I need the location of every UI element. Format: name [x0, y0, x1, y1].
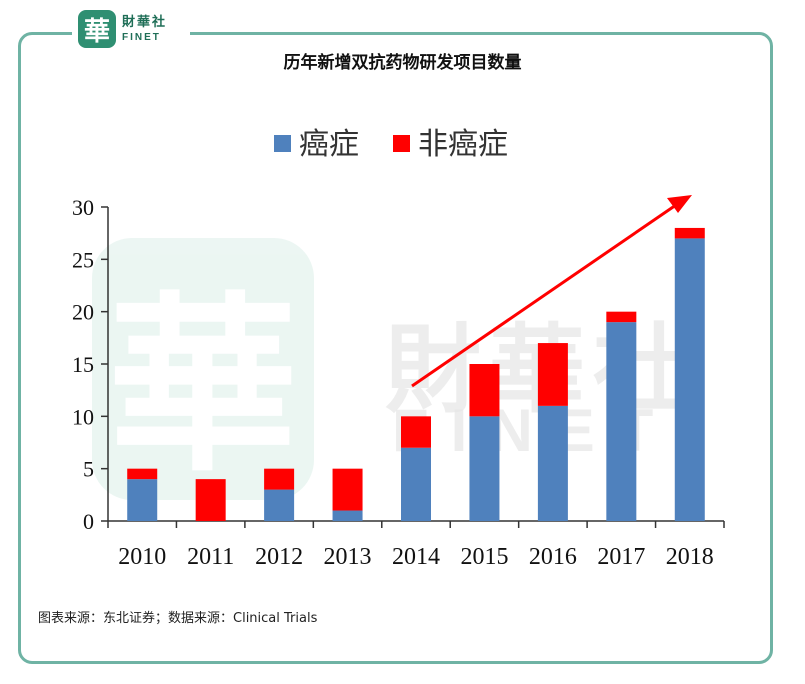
x-axis: 2010 2011 2012 2013 2014 2015 2016 2017 2018 — [107, 520, 725, 570]
y-tick-label: 25 — [72, 247, 94, 272]
watermark-seal: 華 — [92, 238, 314, 500]
finet-logo: 華 財華社 FINET — [72, 6, 190, 52]
y-tick-label: 5 — [83, 457, 94, 482]
trend-arrow-head — [667, 195, 692, 213]
x-tick-label: 2014 — [392, 544, 440, 570]
y-tick-label: 30 — [72, 195, 94, 220]
legend-swatch-cancer — [274, 135, 291, 152]
logo-text: 財華社 FINET — [122, 16, 167, 43]
chart-title: 历年新增双抗药物研发项目数量 — [283, 53, 522, 73]
y-tick-label: 15 — [72, 352, 94, 377]
legend-label-cancer: 癌症 — [299, 127, 359, 162]
logo-badge: 華 — [78, 10, 116, 48]
y-tick-label: 20 — [72, 300, 94, 325]
x-tick-label: 2013 — [324, 544, 372, 570]
x-tick-label: 2012 — [255, 544, 303, 570]
bar-cancer — [127, 479, 158, 521]
bar-non-cancer — [264, 468, 295, 490]
x-tick-label: 2017 — [597, 544, 645, 570]
logo-name-cn: 財華社 — [122, 14, 168, 30]
logo-name-en: FINET — [122, 31, 161, 43]
trend-arrow-line — [411, 203, 677, 388]
chart-frame — [18, 32, 773, 664]
legend-label-non-cancer: 非癌症 — [418, 127, 508, 162]
bar-non-cancer — [127, 468, 158, 480]
y-axis: 0 5 10 15 20 25 30 — [72, 195, 109, 534]
bar-non-cancer — [674, 227, 705, 239]
x-tick-label: 2015 — [460, 544, 508, 570]
x-tick-label: 2018 — [666, 544, 714, 570]
chart-source: 图表来源：东北证券；数据来源：Clinical Trials — [38, 611, 318, 626]
bar-non-cancer — [401, 416, 431, 448]
bar-cancer — [606, 322, 637, 521]
bar-cancer — [264, 489, 295, 521]
bar-cancer — [537, 405, 568, 521]
trend-arrow — [411, 195, 692, 388]
x-tick-label: 2010 — [118, 544, 166, 570]
x-tick-label: 2016 — [529, 544, 577, 570]
x-tick-label: 2011 — [187, 544, 234, 570]
bar-cancer — [401, 447, 431, 521]
bar-cancer — [469, 416, 500, 521]
bar-non-cancer — [537, 343, 568, 406]
bar-non-cancer — [469, 364, 500, 417]
y-tick-label: 0 — [83, 509, 94, 534]
y-tick-label: 10 — [72, 404, 94, 429]
legend-swatch-non-cancer — [393, 135, 410, 152]
chart-legend: 癌症 非癌症 — [274, 127, 508, 162]
bar-cancer — [674, 238, 705, 521]
bars — [127, 227, 705, 521]
bar-non-cancer — [606, 311, 637, 323]
bar-non-cancer — [195, 479, 226, 521]
bar-cancer — [332, 510, 363, 521]
bar-non-cancer — [332, 468, 363, 511]
